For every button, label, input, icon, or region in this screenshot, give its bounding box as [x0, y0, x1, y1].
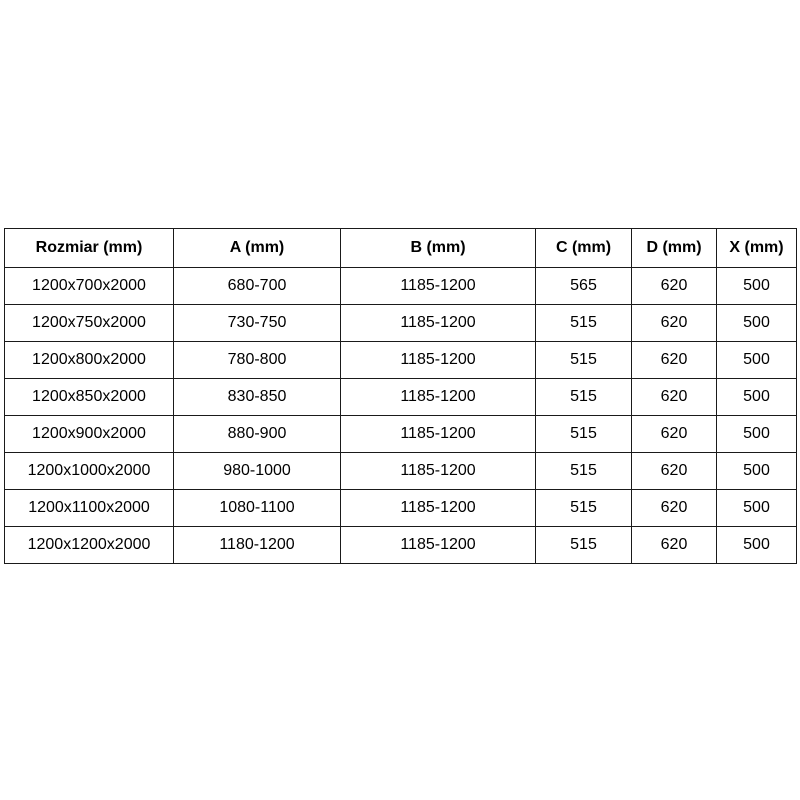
table-cell: 1200x1000x2000: [4, 452, 174, 490]
table-row: 1200x750x2000 730-750 1185-1200 515 620 500: [4, 304, 797, 342]
table-cell: 1185-1200: [340, 378, 536, 416]
table-cell: 1200x750x2000: [4, 304, 174, 342]
table-cell: 515: [535, 415, 632, 453]
size-spec-table: Rozmiar (mm) A (mm) B (mm) C (mm) D (mm) X (m…: [4, 228, 797, 564]
table-cell: 620: [631, 452, 717, 490]
table-row: 1200x1000x2000 980-1000 1185-1200 515 620 500: [4, 452, 797, 490]
table-cell: 780-800: [173, 341, 341, 379]
table-cell: 500: [716, 526, 797, 564]
table-cell: 1185-1200: [340, 489, 536, 527]
table-cell: 620: [631, 415, 717, 453]
column-header: X (mm): [716, 228, 797, 268]
table-cell: 1200x1200x2000: [4, 526, 174, 564]
table-cell: 1200x900x2000: [4, 415, 174, 453]
table-row: 1200x700x2000 680-700 1185-1200 565 620 500: [4, 267, 797, 305]
table-row: 1200x1100x2000 1080-1100 1185-1200 515 620 50…: [4, 489, 797, 527]
table-row: 1200x800x2000 780-800 1185-1200 515 620 500: [4, 341, 797, 379]
column-header: B (mm): [340, 228, 536, 268]
table-row: 1200x850x2000 830-850 1185-1200 515 620 500: [4, 378, 797, 416]
table-cell: 620: [631, 341, 717, 379]
table-cell: 680-700: [173, 267, 341, 305]
table-cell: 1185-1200: [340, 452, 536, 490]
table-cell: 620: [631, 526, 717, 564]
table-cell: 500: [716, 452, 797, 490]
table-cell: 515: [535, 378, 632, 416]
table-cell: 515: [535, 489, 632, 527]
header-row: Rozmiar (mm) A (mm) B (mm) C (mm) D (mm) X (m…: [4, 228, 797, 268]
table-cell: 980-1000: [173, 452, 341, 490]
column-header: D (mm): [631, 228, 717, 268]
table-row: 1200x1200x2000 1180-1200 1185-1200 515 620 50…: [4, 526, 797, 564]
table-cell: 620: [631, 378, 717, 416]
table-cell: 1185-1200: [340, 341, 536, 379]
table-cell: 1200x700x2000: [4, 267, 174, 305]
table-cell: 730-750: [173, 304, 341, 342]
column-header: C (mm): [535, 228, 632, 268]
table-cell: 620: [631, 304, 717, 342]
table-cell: 1185-1200: [340, 415, 536, 453]
table-cell: 515: [535, 452, 632, 490]
table-cell: 1080-1100: [173, 489, 341, 527]
table-cell: 500: [716, 489, 797, 527]
table-cell: 1185-1200: [340, 267, 536, 305]
table-cell: 880-900: [173, 415, 341, 453]
table-cell: 1180-1200: [173, 526, 341, 564]
table-cell: 515: [535, 526, 632, 564]
table-cell: 500: [716, 415, 797, 453]
table-cell: 515: [535, 341, 632, 379]
table-row: 1200x900x2000 880-900 1185-1200 515 620 500: [4, 415, 797, 453]
table-cell: 1200x1100x2000: [4, 489, 174, 527]
table-cell: 500: [716, 341, 797, 379]
table-cell: 620: [631, 267, 717, 305]
column-header: A (mm): [173, 228, 341, 268]
table-cell: 500: [716, 267, 797, 305]
table-cell: 565: [535, 267, 632, 305]
table-cell: 1185-1200: [340, 526, 536, 564]
table-cell: 500: [716, 378, 797, 416]
column-header: Rozmiar (mm): [4, 228, 174, 268]
table-cell: 1200x800x2000: [4, 341, 174, 379]
table-cell: 1200x850x2000: [4, 378, 174, 416]
table-cell: 515: [535, 304, 632, 342]
table-cell: 620: [631, 489, 717, 527]
table-cell: 830-850: [173, 378, 341, 416]
table-cell: 500: [716, 304, 797, 342]
table-cell: 1185-1200: [340, 304, 536, 342]
